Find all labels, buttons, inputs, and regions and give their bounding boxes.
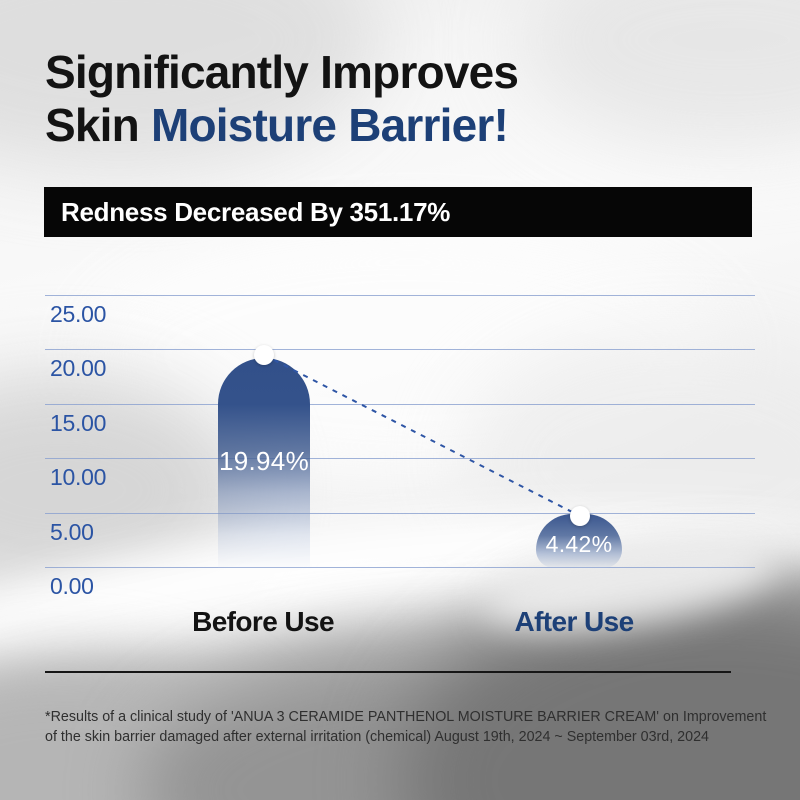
gridline-25 (45, 295, 755, 296)
gridline-15 (45, 404, 755, 405)
category-label-before-use: Before Use (192, 606, 334, 637)
stat-banner: Redness Decreased By 351.17% (44, 187, 752, 237)
y-tick-label: 15.00 (50, 410, 107, 436)
category-label-after-use: After Use (514, 606, 634, 637)
disclaimer-line2: of the skin barrier damaged after extern… (45, 728, 709, 745)
footer-divider (45, 671, 731, 673)
gridline-5 (45, 513, 755, 514)
y-tick-label: 20.00 (50, 355, 107, 381)
data-point-marker-before (254, 345, 274, 365)
data-point-marker-after (570, 506, 590, 526)
value-label-after: 4.42% (545, 531, 613, 557)
y-tick-label: 25.00 (50, 301, 107, 327)
disclaimer-line1: *Results of a clinical study of 'ANUA 3 … (45, 709, 767, 725)
y-tick-label: 10.00 (50, 464, 107, 490)
disclaimer-text: *Results of a clinical study of 'ANUA 3 … (45, 708, 766, 747)
value-label-before: 19.94% (219, 446, 309, 476)
title-line1: Significantly Improves (45, 46, 519, 98)
gridline-10 (45, 458, 755, 459)
title-line2: Skin Moisture Barrier! (45, 99, 518, 152)
gridline-20 (45, 349, 755, 350)
y-tick-label: 5.00 (50, 519, 94, 545)
page-title: Significantly Improves Skin Moisture Bar… (45, 46, 519, 152)
title-line2-highlight: Moisture Barrier! (150, 99, 509, 151)
y-tick-label: 0.00 (50, 573, 94, 599)
title-line2-prefix: Skin (45, 99, 151, 151)
gridline-0 (45, 567, 755, 568)
stat-banner-label: Redness Decreased By 351.17% (61, 197, 451, 227)
